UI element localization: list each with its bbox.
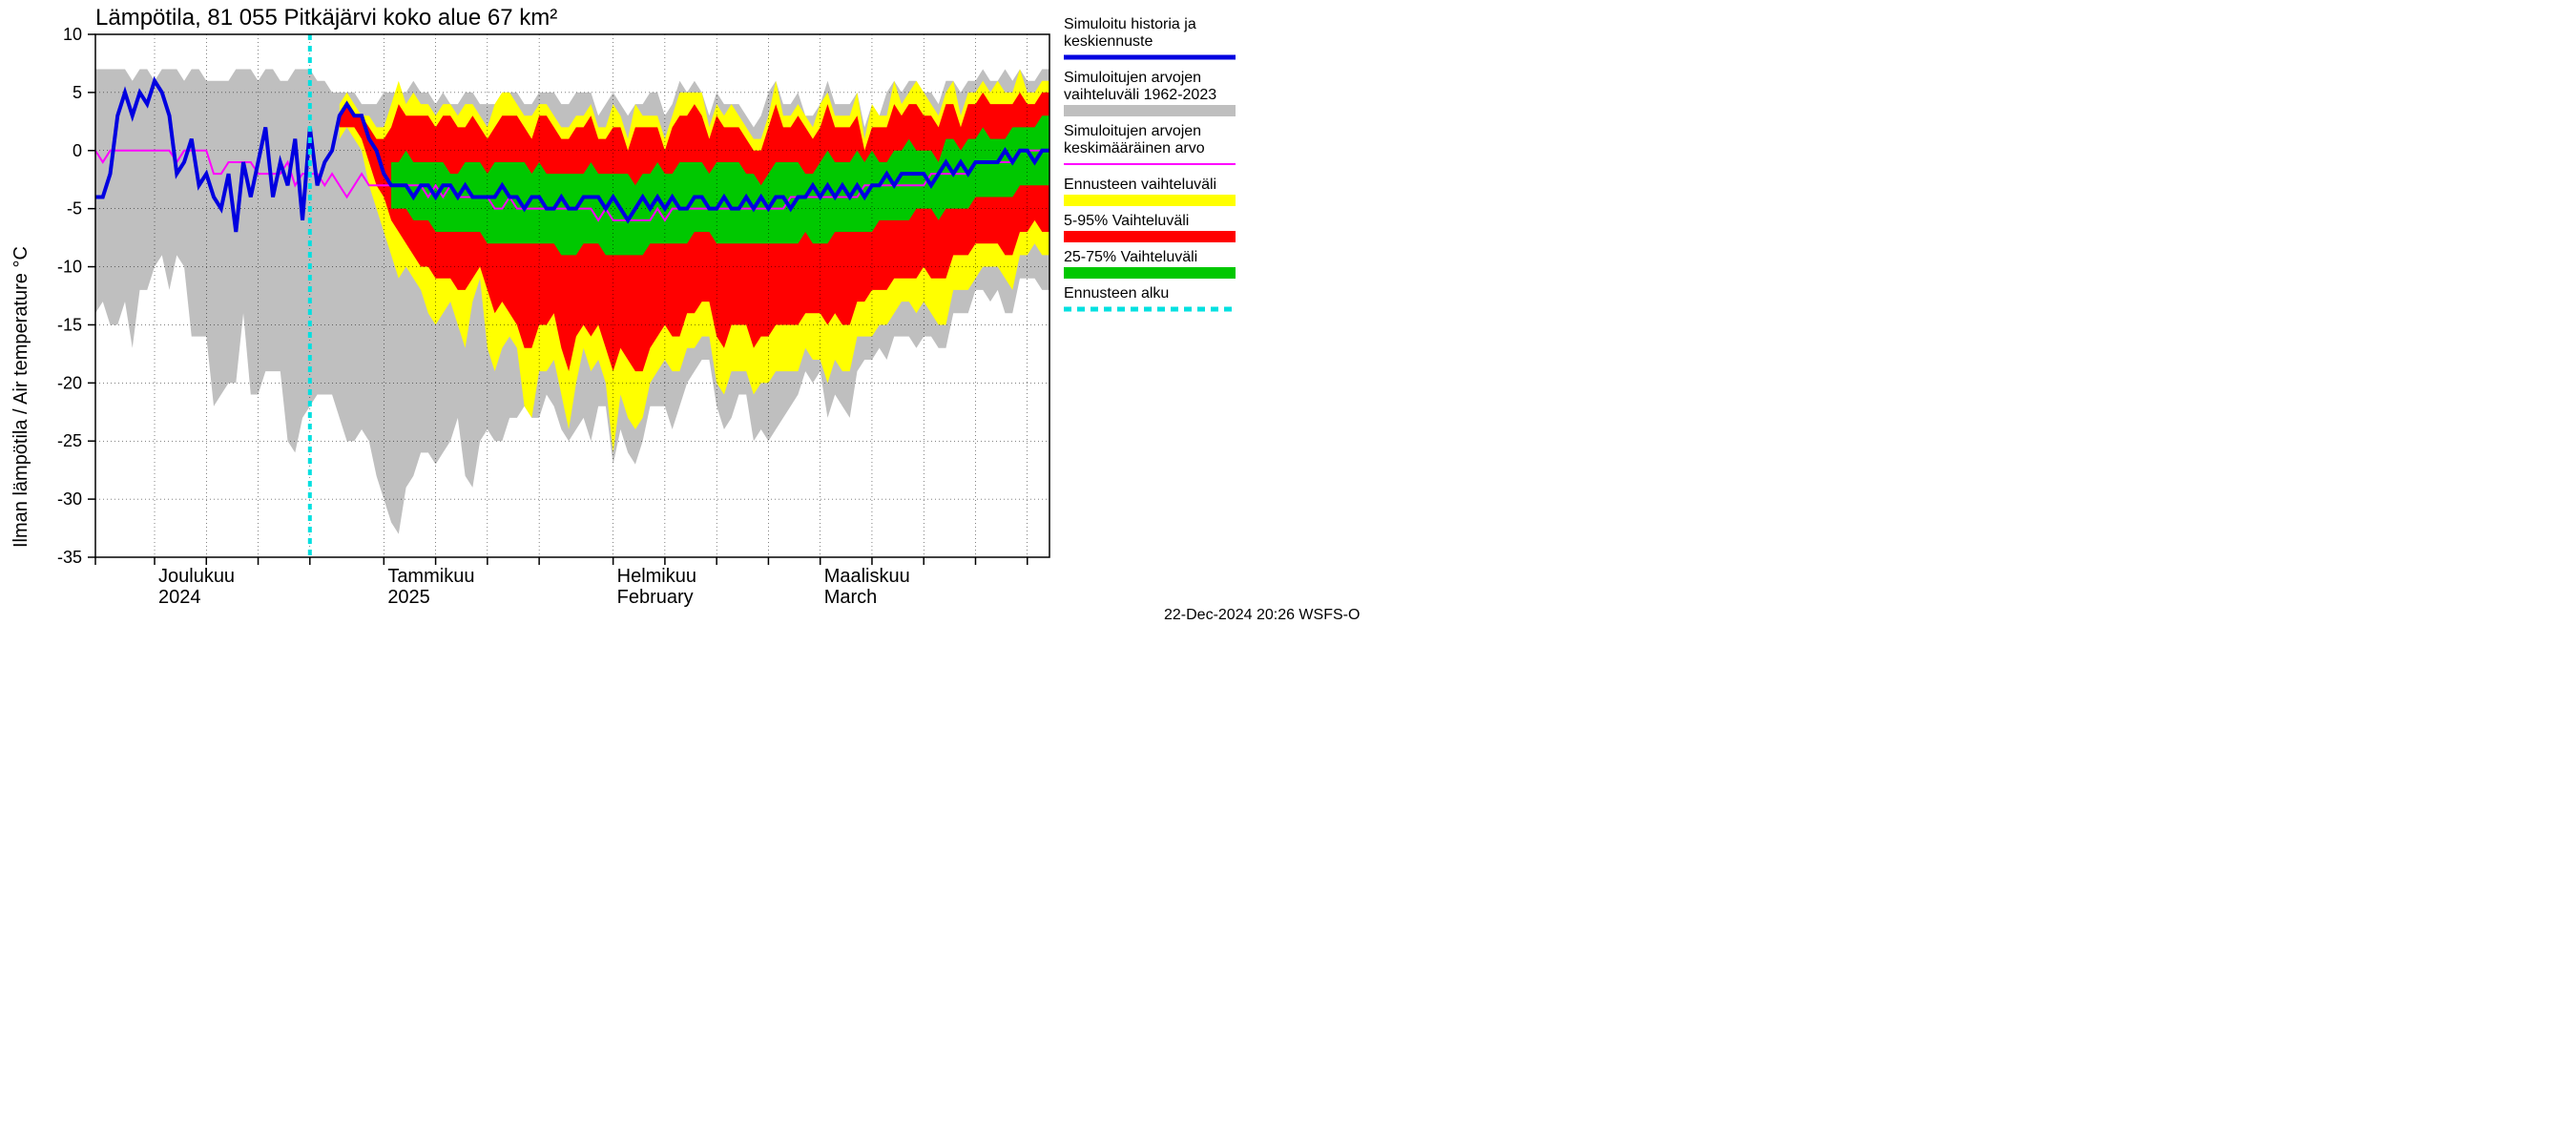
ytick-label: -30 <box>57 489 82 509</box>
chart-title: Lämpötila, 81 055 Pitkäjärvi koko alue 6… <box>95 5 557 31</box>
legend-label: 5-95% Vaihteluväli <box>1064 213 1189 229</box>
legend-swatch-band <box>1064 231 1236 242</box>
legend-label: 25-75% Vaihteluväli <box>1064 249 1197 265</box>
footer-timestamp: 22-Dec-2024 20:26 WSFS-O <box>1164 607 1360 623</box>
month-label-bottom: February <box>617 587 694 608</box>
month-label-bottom: March <box>824 587 878 608</box>
month-label-bottom: 2025 <box>387 587 430 608</box>
legend-swatch-band <box>1064 195 1236 206</box>
ytick-label: -25 <box>57 431 82 450</box>
ytick-label: 0 <box>73 141 82 160</box>
legend-label: Simuloitujen arvojen <box>1064 70 1201 86</box>
ytick-label: -15 <box>57 315 82 334</box>
legend-label: keskimääräinen arvo <box>1064 140 1205 156</box>
ytick-label: 10 <box>63 25 82 44</box>
month-label-top: Joulukuu <box>158 566 235 587</box>
legend-label: Simuloitujen arvojen <box>1064 123 1201 139</box>
chart-svg: -35 -30 -25 -20 -15 -10 -5 0 5 10 Joulukuu2024 Tamm… <box>0 0 1431 636</box>
legend-label: vaihteluväli 1962-2023 <box>1064 87 1216 103</box>
legend-swatch-band <box>1064 105 1236 116</box>
legend-label: Ennusteen alku <box>1064 285 1169 302</box>
month-label-top: Helmikuu <box>617 566 696 587</box>
legend-swatch-band <box>1064 267 1236 279</box>
ytick-label: -10 <box>57 258 82 277</box>
ytick-label: -35 <box>57 548 82 567</box>
legend-label: keskiennuste <box>1064 33 1153 50</box>
month-label-bottom: 2024 <box>158 587 201 608</box>
chart-container: { "chart": { "type": "area+line", "title… <box>0 0 1431 636</box>
month-label-top: Maaliskuu <box>824 566 910 587</box>
ytick-label: 5 <box>73 83 82 102</box>
ytick-label: -5 <box>67 199 82 219</box>
month-label-top: Tammikuu <box>387 566 474 587</box>
y-axis-label: Ilman lämpötila / Air temperature °C <box>10 246 31 548</box>
legend-label: Simuloitu historia ja <box>1064 16 1196 32</box>
ytick-label: -20 <box>57 373 82 392</box>
legend-label: Ennusteen vaihteluväli <box>1064 177 1216 193</box>
